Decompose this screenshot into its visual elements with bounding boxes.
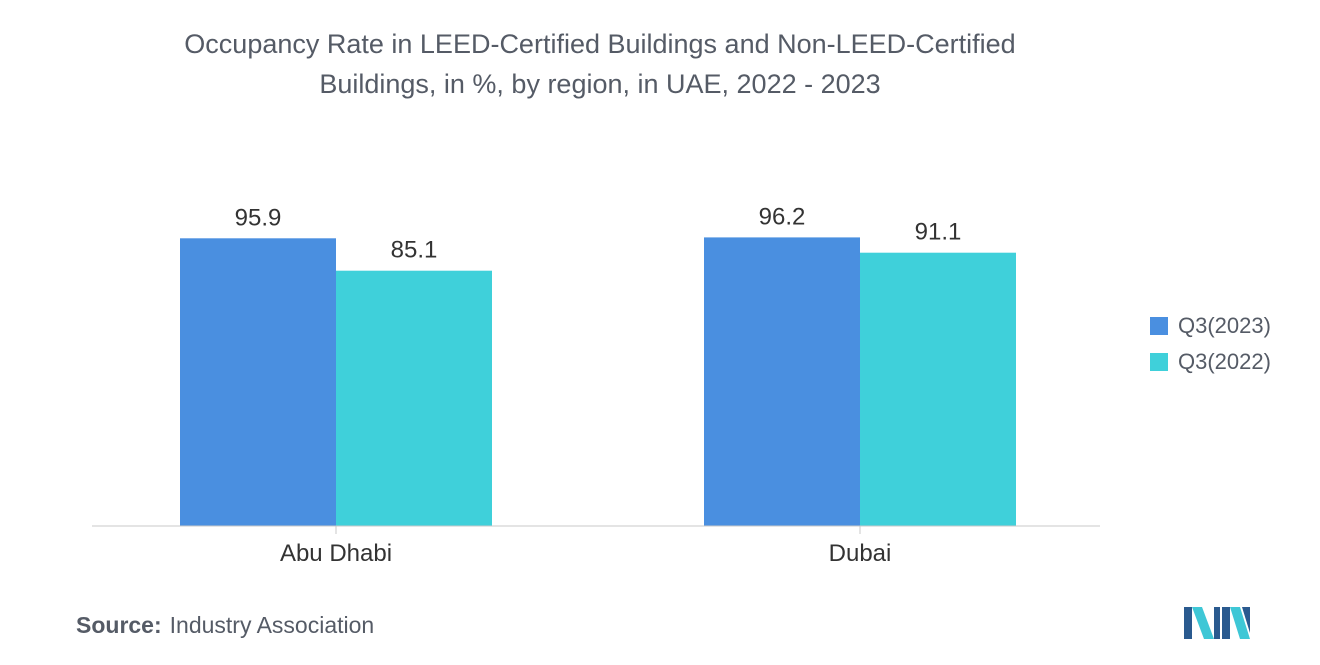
legend-item-q3-2022: Q3(2022) [1150,344,1271,380]
legend-swatch-q3-2022 [1150,353,1168,371]
bar-dubai-q3-2023 [704,237,860,526]
chart-title-line-1: Occupancy Rate in LEED-Certified Buildin… [184,29,1016,59]
data-label-dubai-q3-2022: 91.1 [915,219,962,246]
legend: Q3(2023) Q3(2022) [1150,308,1271,380]
source-text: Industry Association [169,612,375,638]
data-label-dubai-q3-2023: 96.2 [759,203,806,230]
chart-title: Occupancy Rate in LEED-Certified Buildin… [60,24,1140,104]
data-label-abu-dhabi-q3-2022: 85.1 [391,237,438,264]
data-label-abu-dhabi-q3-2023: 95.9 [235,204,282,231]
bar-abu-dhabi-q3-2023 [180,238,336,527]
legend-item-q3-2023: Q3(2023) [1150,308,1271,344]
legend-label-q3-2022: Q3(2022) [1178,349,1271,374]
x-tick-label-dubai: Dubai [829,540,892,567]
chart-title-line-2: Buildings, in %, by region, in UAE, 2022… [319,69,881,99]
legend-swatch-q3-2023 [1150,317,1168,335]
x-tick-label-abu-dhabi: Abu Dhabi [280,540,392,567]
source-label: Source: [76,612,162,638]
bar-abu-dhabi-q3-2022 [336,270,492,526]
source-note: Source: Industry Association [76,612,374,639]
legend-label-q3-2023: Q3(2023) [1178,313,1271,338]
bar-dubai-q3-2022 [860,252,1016,526]
brand-logo [1184,607,1250,639]
